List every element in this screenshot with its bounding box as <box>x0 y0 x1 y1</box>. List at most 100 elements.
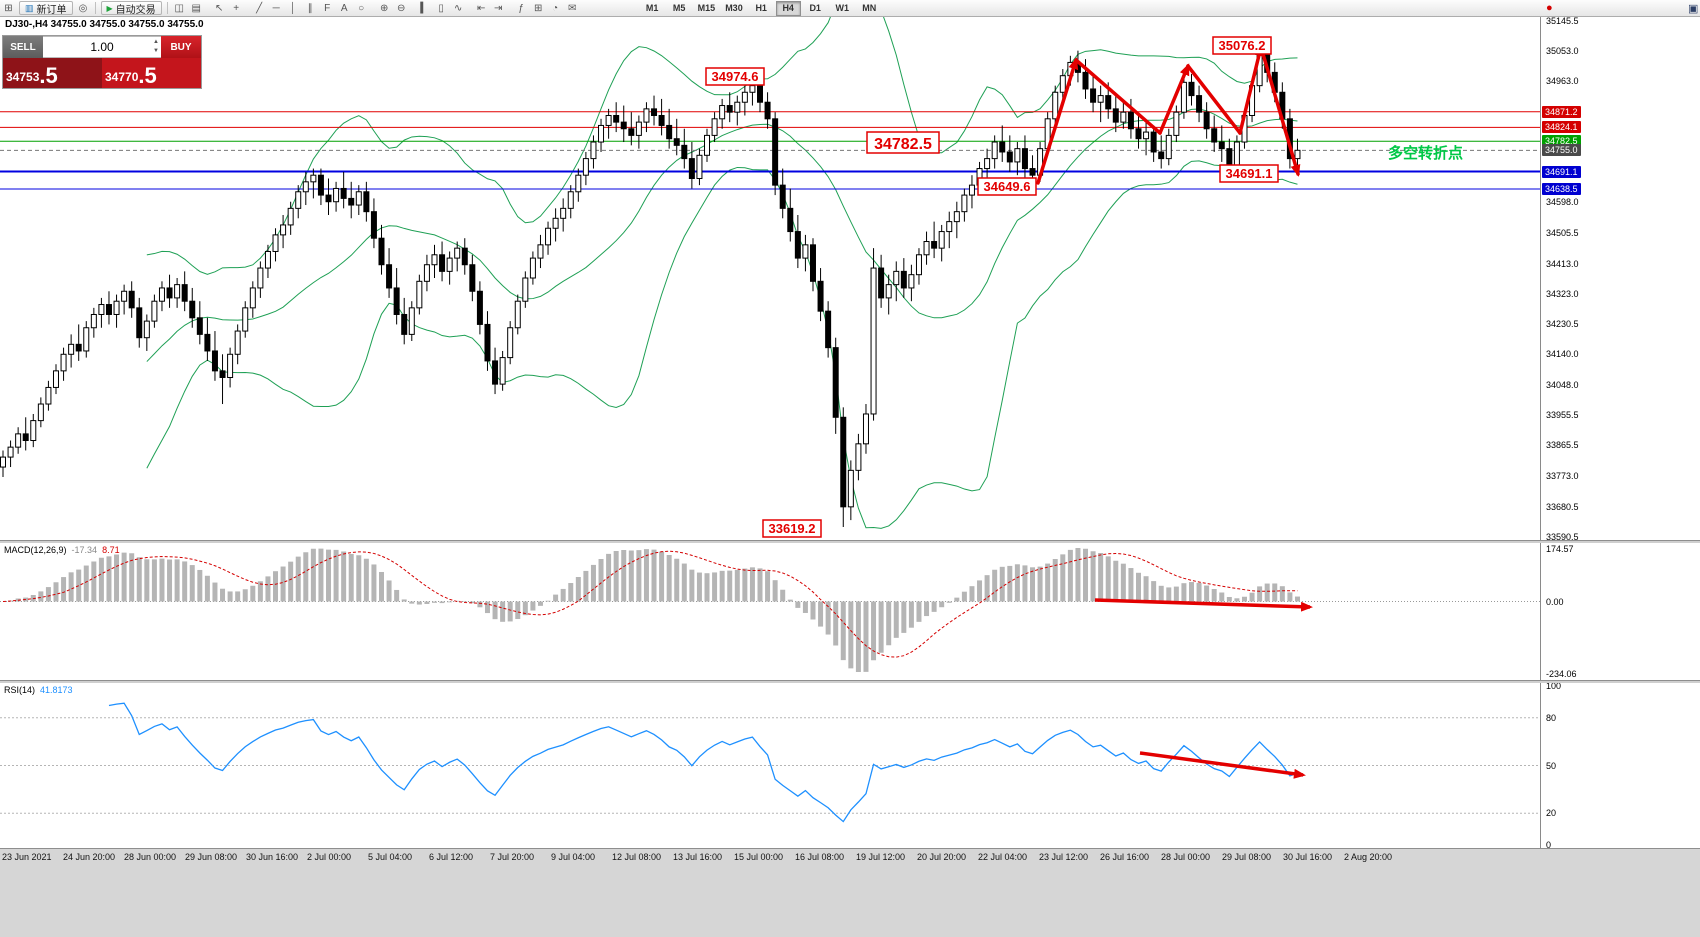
buy-button[interactable]: BUY <box>161 36 201 58</box>
price-level-label: 34691.1 <box>1542 165 1581 178</box>
chart-symbol-info: DJ30-,H4 34755.0 34755.0 34755.0 34755.0 <box>5 19 204 30</box>
new-order-label: 新订单 <box>36 4 67 16</box>
svg-text:33619.2: 33619.2 <box>769 521 816 536</box>
price-tick-label: 34323.0 <box>1546 288 1579 299</box>
rsi-panel[interactable] <box>0 683 1540 848</box>
time-axis-label: 16 Jul 08:00 <box>795 852 845 862</box>
auto-trading-button[interactable]: ▶ 自动交易 <box>100 1 162 16</box>
trend-arrow <box>1238 44 1264 135</box>
volume-field[interactable]: 1.00 ▲ ▼ <box>43 36 161 58</box>
timeframe-button-h1[interactable]: H1 <box>755 2 767 13</box>
price-annotation-box <box>1219 164 1279 183</box>
spinner-down-icon[interactable]: ▼ <box>153 48 159 54</box>
macd-label: MACD(12,26,9) -17.34 8.71 <box>4 545 120 555</box>
volume-spinner[interactable]: ▲ ▼ <box>153 38 159 56</box>
price-level-label: 34638.5 <box>1542 182 1581 195</box>
new-order-button[interactable]: ▥ 新订单 <box>19 1 73 16</box>
time-axis-label: 13 Jul 16:00 <box>673 852 723 862</box>
zoom-in-icon[interactable]: ⊕ <box>379 2 389 14</box>
time-axis-label: 6 Jul 12:00 <box>429 852 474 862</box>
timeframe-button-group: M1 M5 M15 M30 H1 H4 D1 W1 MN <box>639 0 883 16</box>
bollinger-band <box>146 108 1298 362</box>
price-axis[interactable]: 35145.5 35053.0 34963.0 34598.0 34505.5 34413… <box>1540 15 1700 850</box>
candles <box>0 43 1301 527</box>
timeframe-button-m5[interactable]: M5 <box>672 2 686 13</box>
sell-price[interactable]: 34753 .5 <box>3 58 102 88</box>
time-axis-label: 15 Jul 00:00 <box>734 852 784 862</box>
price-tick-label: 174.57 <box>1546 544 1574 554</box>
alert-icon[interactable]: ● <box>1546 2 1553 14</box>
spinner-up-icon[interactable]: ▲ <box>153 39 159 45</box>
time-axis-label: 2 Jul 00:00 <box>307 852 352 862</box>
auto-scroll-icon[interactable]: ⇤ <box>476 2 486 14</box>
indicators-icon[interactable]: ƒ <box>518 2 524 14</box>
new-chart-icon[interactable]: ⊞ <box>4 2 13 14</box>
macd-signal-line <box>2 550 1298 658</box>
bollinger-band <box>146 160 1298 529</box>
time-axis-label: 24 Jun 20:00 <box>63 852 116 862</box>
price-tick-label: 33773.0 <box>1546 470 1579 481</box>
price-tick-label: 34963.0 <box>1546 76 1579 87</box>
vertical-line-icon[interactable]: │ <box>290 2 297 14</box>
clock-icon[interactable]: ◔ <box>552 2 559 14</box>
bollinger-band <box>146 16 1298 275</box>
price-tick-label: 34140.0 <box>1546 349 1579 360</box>
price-tick-label: 100 <box>1546 681 1562 691</box>
price-tick-label: 35145.5 <box>1546 15 1579 26</box>
rsi-chart[interactable] <box>0 683 1540 848</box>
main-chart-panel[interactable]: 34974.6 35076.2 34782.5 34649.6 34691.1 33619… <box>0 16 1540 540</box>
fibonacci-icon[interactable]: F <box>324 2 331 14</box>
dock-panel-icon[interactable]: ▣ <box>1688 2 1699 15</box>
time-axis-label: 29 Jun 08:00 <box>185 852 238 862</box>
buy-price[interactable]: 34770 .5 <box>102 58 201 88</box>
trendline-icon[interactable]: ╱ <box>256 2 263 14</box>
trend-arrow <box>1158 63 1190 135</box>
trend-arrow <box>1036 57 1079 185</box>
svg-text:35076.2: 35076.2 <box>1219 38 1266 53</box>
timeframe-button-m1[interactable]: M1 <box>645 2 659 13</box>
time-axis-label: 28 Jul 00:00 <box>1161 852 1211 862</box>
compass-icon[interactable]: ◎ <box>78 2 88 14</box>
text-label-icon[interactable]: A <box>340 2 348 14</box>
time-axis[interactable]: 23 Jun 2021 24 Jun 20:00 28 Jun 00:00 29 Ju… <box>0 848 1700 865</box>
price-tick-label: 34413.0 <box>1546 258 1579 269</box>
channel-icon[interactable]: ∥ <box>307 2 313 14</box>
cursor-icon[interactable]: ↖ <box>214 2 224 14</box>
grid-icon[interactable]: ⊞ <box>533 2 543 14</box>
svg-text:34782.5: 34782.5 <box>874 136 932 153</box>
horizontal-line-icon[interactable]: ─ <box>272 2 280 14</box>
window-background <box>0 864 1700 937</box>
macd-chart[interactable] <box>0 543 1540 680</box>
timeframe-button-m15[interactable]: M15 <box>697 2 716 13</box>
svg-text:34691.1: 34691.1 <box>1226 166 1273 181</box>
chart-shift-icon[interactable]: ⇥ <box>493 2 503 14</box>
rsi-trend-arrow <box>1139 751 1306 779</box>
timeframe-button-mn[interactable]: MN <box>862 2 877 13</box>
main-chart[interactable]: 34974.6 35076.2 34782.5 34649.6 34691.1 33619… <box>0 16 1540 540</box>
time-axis-label: 23 Jul 12:00 <box>1039 852 1089 862</box>
timeframe-button-h4[interactable]: H4 <box>775 0 801 16</box>
time-axis-label: 30 Jun 16:00 <box>246 852 299 862</box>
candlestick-chart-type-icon[interactable]: ▯ <box>438 2 444 14</box>
zoom-out-icon[interactable]: ⊖ <box>396 2 406 14</box>
tile-windows-icon[interactable]: ◫ <box>174 2 184 14</box>
timeframe-button-d1[interactable]: D1 <box>809 2 821 13</box>
price-tick-label: 33955.5 <box>1546 410 1579 421</box>
panel-divider[interactable] <box>0 540 1700 543</box>
crosshair-icon[interactable]: + <box>233 2 240 14</box>
time-axis-label: 19 Jul 12:00 <box>856 852 906 862</box>
bar-chart-type-icon[interactable]: ▍ <box>420 2 429 14</box>
panel-divider[interactable] <box>0 680 1700 683</box>
cascade-windows-icon[interactable]: ▤ <box>191 2 201 14</box>
macd-histogram <box>8 548 1300 672</box>
price-level-label: 34755.0 <box>1542 144 1581 157</box>
mail-icon[interactable]: ✉ <box>567 2 577 14</box>
line-chart-type-icon[interactable]: ∿ <box>453 2 463 14</box>
shapes-icon[interactable]: ○ <box>358 2 365 14</box>
price-tick-label: 33590.5 <box>1546 531 1579 542</box>
sell-button[interactable]: SELL <box>3 36 43 58</box>
time-axis-label: 7 Jul 20:00 <box>490 852 535 862</box>
macd-panel[interactable] <box>0 543 1540 680</box>
timeframe-button-m30[interactable]: M30 <box>725 2 743 13</box>
timeframe-button-w1[interactable]: W1 <box>835 2 849 13</box>
